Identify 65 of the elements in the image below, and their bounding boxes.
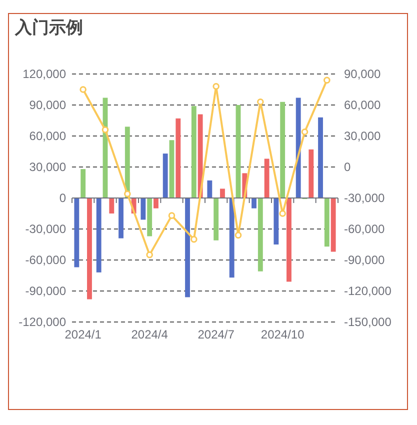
y2-tick-label: 60,000 <box>344 98 382 112</box>
bar <box>140 198 146 220</box>
bar <box>214 198 219 240</box>
y-tick-label: 90,000 <box>29 98 66 112</box>
bar <box>109 198 114 214</box>
bar <box>207 180 212 198</box>
bar <box>96 198 102 272</box>
bar <box>296 98 301 198</box>
point <box>102 126 109 134</box>
bar <box>229 198 234 278</box>
point <box>80 86 86 93</box>
x-tick-label: 2024/10 <box>260 328 305 342</box>
bar <box>252 198 256 208</box>
bar <box>185 198 190 298</box>
point <box>190 236 198 243</box>
bar <box>87 198 92 300</box>
x-tick-label: 2024/1 <box>64 328 102 342</box>
y-tick-label: 120,000 <box>22 66 66 81</box>
x-tick-label: 2024/4 <box>131 328 168 342</box>
bar <box>74 198 80 268</box>
y2-tick-label: 90,000 <box>344 66 382 81</box>
y-tick-label: -60,000 <box>25 252 66 267</box>
bar <box>308 149 314 198</box>
bar <box>286 198 292 282</box>
y2-tick-label: -150,000 <box>344 314 392 329</box>
bar <box>264 158 270 198</box>
bar <box>162 154 168 198</box>
bar <box>318 117 323 198</box>
y2-tick-label: 30,000 <box>344 128 382 143</box>
point <box>279 210 286 217</box>
point <box>168 212 176 219</box>
bar <box>324 198 330 247</box>
bar <box>169 140 174 198</box>
bar <box>191 106 196 198</box>
point <box>212 83 220 90</box>
y-tick-label: 30,000 <box>29 160 66 174</box>
bar <box>236 105 241 198</box>
point <box>324 76 330 84</box>
point <box>124 190 131 198</box>
chart-title: 入门示例 <box>14 18 83 37</box>
y2-tick-label: -90,000 <box>344 252 386 267</box>
point <box>146 251 153 258</box>
point <box>257 98 264 106</box>
bar <box>280 102 286 198</box>
y-tick-label: 0 <box>59 190 66 205</box>
bar <box>118 198 124 238</box>
y-tick-label: 60,000 <box>29 128 66 143</box>
y2-tick-label: -120,000 <box>344 284 392 298</box>
bar <box>176 118 181 198</box>
point <box>234 232 242 239</box>
y-tick-label: -90,000 <box>25 284 66 298</box>
y2-tick-label: -30,000 <box>344 190 386 205</box>
y2-tick-label: 0 <box>344 160 351 174</box>
y-tick-label: -120,000 <box>18 314 66 329</box>
bar <box>258 198 263 272</box>
x-tick-label: 2024/7 <box>198 328 235 342</box>
point <box>301 128 308 136</box>
bar <box>274 198 279 244</box>
bar <box>80 169 86 198</box>
bar <box>154 198 158 208</box>
bar <box>147 198 152 236</box>
bar <box>330 198 336 252</box>
bar <box>220 188 225 198</box>
y2-tick-label: -60,000 <box>344 222 386 236</box>
y-tick-label: -30,000 <box>25 222 66 236</box>
